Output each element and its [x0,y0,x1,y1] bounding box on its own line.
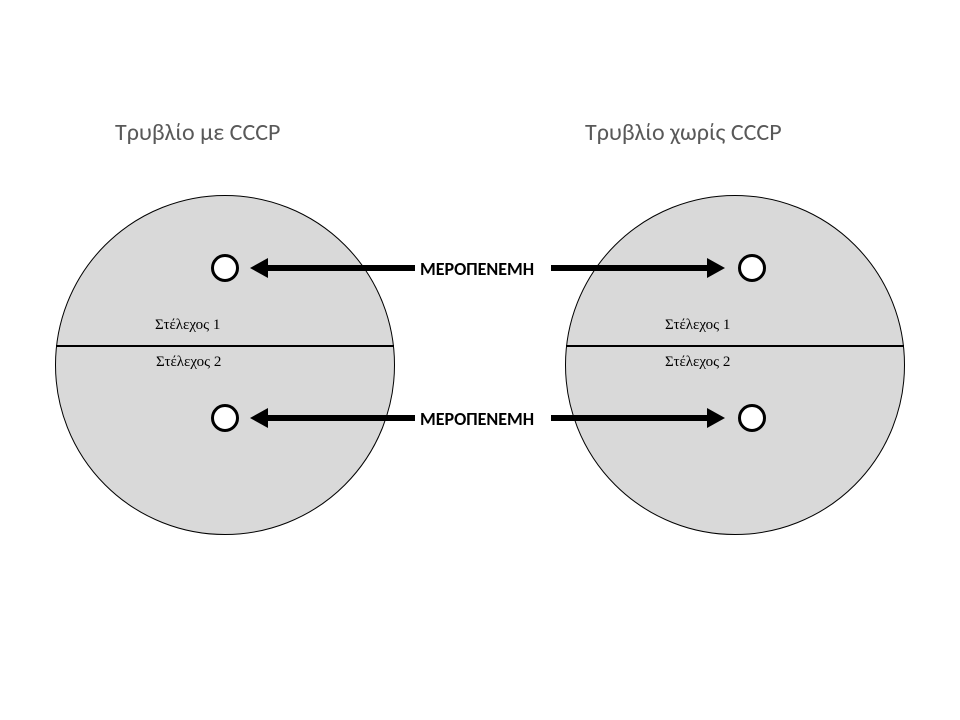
strain-label-left-1: Στέλεχος 1 [155,317,220,334]
antibiotic-disk-right-bottom [738,404,766,432]
center-label-top: ΜΕΡΟΠΕΝΕΜΗ [420,258,534,280]
antibiotic-disk-left-top [211,254,239,282]
petri-dish-left [55,195,395,535]
diagram-stage: Τρυβλίο με CCCP Τρυβλίο χωρίς CCCP Στέλε… [0,0,960,720]
center-label-bottom: ΜΕΡΟΠΕΝΕΜΗ [420,408,534,430]
petri-dish-right [565,195,905,535]
title-left: Τρυβλίο με CCCP [115,118,280,147]
strain-label-right-1: Στέλεχος 1 [665,317,730,334]
divider-left [56,345,394,347]
antibiotic-disk-right-top [738,254,766,282]
strain-label-left-2: Στέλεχος 2 [156,354,221,371]
divider-right [566,345,904,347]
antibiotic-disk-left-bottom [211,404,239,432]
strain-label-right-2: Στέλεχος 2 [665,354,730,371]
title-right: Τρυβλίο χωρίς CCCP [585,118,782,147]
